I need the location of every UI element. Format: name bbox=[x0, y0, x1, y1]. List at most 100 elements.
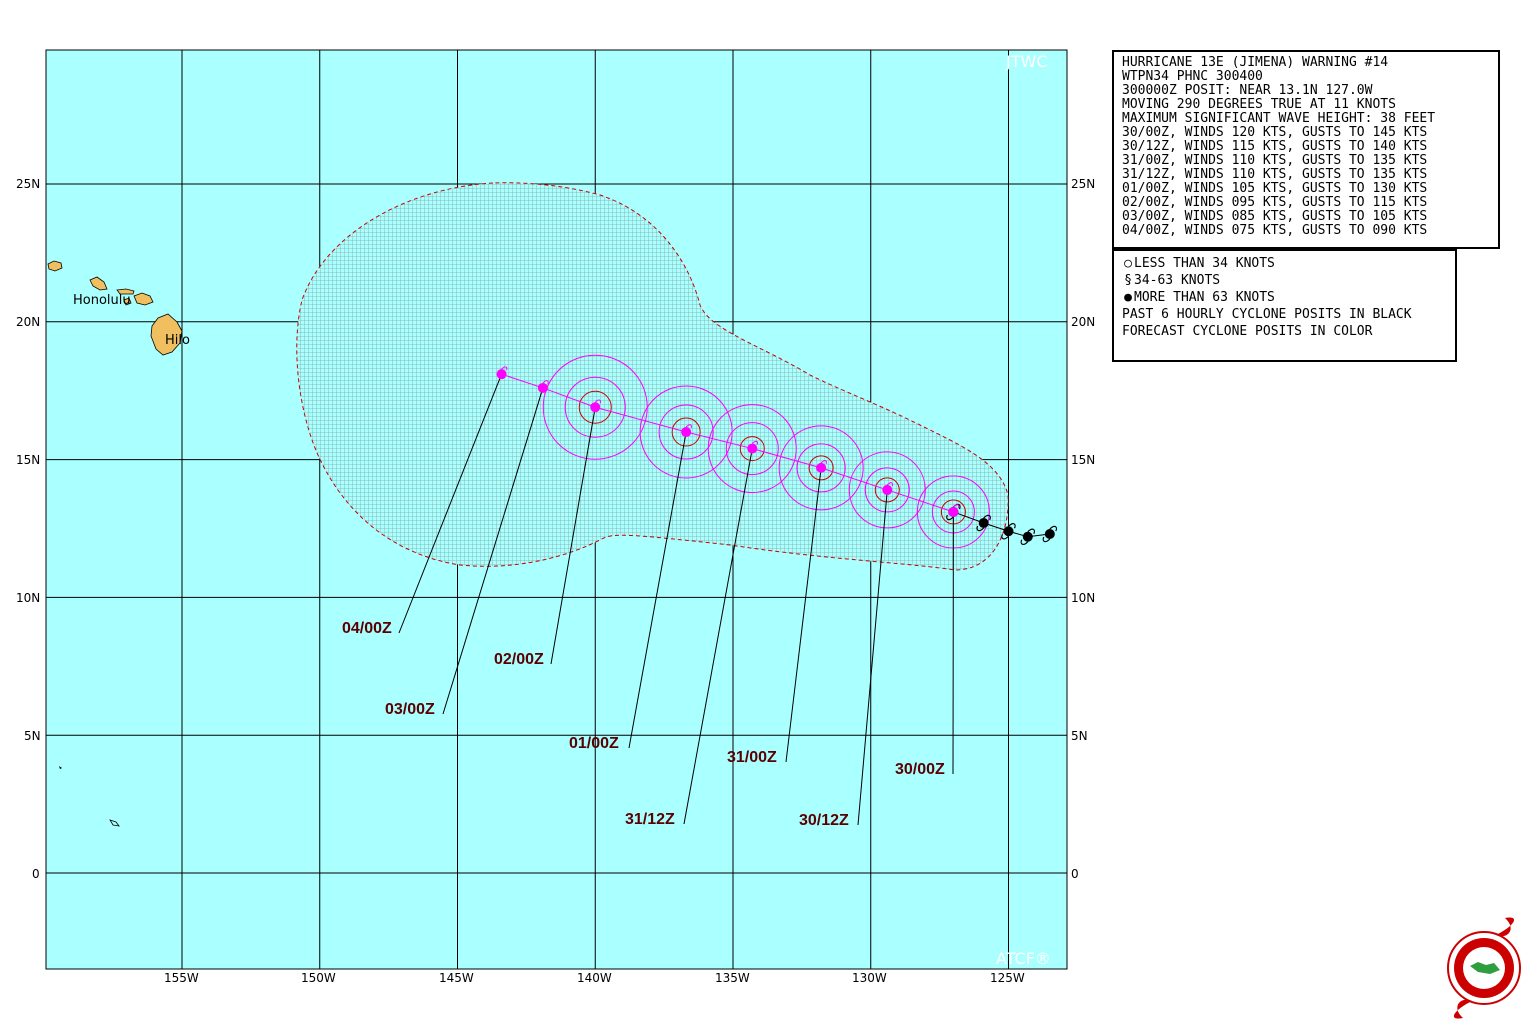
time-label-02-00z: 02/00Z bbox=[494, 651, 544, 668]
warning-line-title: HURRICANE 13E (JIMENA) WARNING #14 bbox=[1122, 55, 1389, 70]
time-label-04-00z: 04/00Z bbox=[342, 620, 392, 637]
past-position-tail bbox=[1027, 528, 1035, 535]
lon-tick-140w: 140W bbox=[577, 971, 612, 985]
forecast-position-tail bbox=[685, 424, 692, 429]
warning-line-31-12z: 31/12Z, WINDS 110 KTS, GUSTS TO 135 KTS bbox=[1122, 167, 1428, 182]
time-label-30-12z: 30/12Z bbox=[799, 812, 849, 829]
forecast-position-marker bbox=[537, 382, 548, 393]
island-kauai bbox=[47, 260, 63, 272]
hawaii-islands bbox=[47, 260, 183, 827]
warning-line-moving: MOVING 290 DEGREES TRUE AT 11 KNOTS bbox=[1122, 97, 1396, 112]
legend-past-note: PAST 6 HOURLY CYCLONE POSITS IN BLACK bbox=[1122, 307, 1412, 322]
lon-tick-145w: 145W bbox=[439, 971, 474, 985]
city-label-honolulu: Honolulu bbox=[73, 293, 131, 308]
lat-tick-labels-left: 25N 20N 15N 10N 5N 0 bbox=[16, 177, 41, 881]
past-position-tail bbox=[1008, 523, 1016, 529]
warning-line-wave: MAXIMUM SIGNIFICANT WAVE HEIGHT: 38 FEET bbox=[1122, 111, 1436, 126]
lat-tick-left-5n: 5N bbox=[24, 729, 41, 743]
lat-tick-left-0: 0 bbox=[32, 867, 40, 881]
leader-line bbox=[683, 448, 753, 825]
jtwc-seal-logo bbox=[1447, 917, 1521, 1019]
past-position-tail bbox=[983, 514, 991, 521]
lon-tick-150w: 150W bbox=[301, 971, 336, 985]
lat-tick-right-10n: 10N bbox=[1071, 591, 1095, 605]
wind-radius-34kt bbox=[778, 425, 864, 511]
forecast-position-marker bbox=[882, 484, 893, 495]
jtwc-corner-label: JTWC bbox=[1005, 52, 1047, 71]
warning-line-30-00z: 30/00Z, WINDS 120 KTS, GUSTS TO 145 KTS bbox=[1122, 125, 1428, 140]
warning-line-01-00z: 01/00Z, WINDS 105 KTS, GUSTS TO 130 KTS bbox=[1122, 181, 1428, 196]
forecast-position-marker bbox=[681, 427, 692, 438]
forecast-position-tail bbox=[594, 399, 601, 404]
warning-line-header: WTPN34 PHNC 300400 bbox=[1122, 69, 1263, 84]
lat-tick-right-0: 0 bbox=[1071, 867, 1079, 881]
forecast-position-tail bbox=[542, 380, 549, 385]
time-label-31-12z: 31/12Z bbox=[625, 811, 675, 828]
past-position-tail bbox=[976, 525, 985, 532]
wind-radius-50kt bbox=[864, 467, 910, 513]
lat-tick-left-25n: 25N bbox=[16, 177, 40, 191]
warning-line-31-00z: 31/00Z, WINDS 110 KTS, GUSTS TO 135 KTS bbox=[1122, 153, 1428, 168]
legend-label-more-63: MORE THAN 63 KNOTS bbox=[1134, 290, 1275, 305]
wind-radius-34kt bbox=[542, 354, 648, 460]
time-label-31-00z: 31/00Z bbox=[727, 749, 777, 766]
time-label-01-00z: 01/00Z bbox=[569, 735, 619, 752]
time-label-30-00z: 30/00Z bbox=[895, 761, 945, 778]
leader-lines bbox=[398, 373, 954, 826]
forecast-position-tail bbox=[751, 440, 759, 445]
forecast-position-marker bbox=[948, 506, 959, 517]
tropical-storm-icon: § bbox=[1124, 273, 1132, 288]
lat-tick-labels-right: 25N 20N 15N 10N 5N 0 bbox=[1071, 177, 1095, 881]
atoll-marker-2 bbox=[109, 819, 120, 827]
leader-line bbox=[785, 467, 822, 763]
leader-line bbox=[857, 489, 888, 826]
lon-tick-135w: 135W bbox=[715, 971, 750, 985]
legend-forecast-note: FORECAST CYCLONE POSITS IN COLOR bbox=[1122, 324, 1373, 339]
legend-row-less-34: ○ LESS THAN 34 KNOTS bbox=[1122, 255, 1455, 272]
lat-tick-left-10n: 10N bbox=[16, 591, 40, 605]
wind-radius-34kt bbox=[639, 385, 733, 479]
island-maui bbox=[133, 292, 154, 306]
lat-tick-left-15n: 15N bbox=[16, 453, 40, 467]
leader-line bbox=[628, 431, 687, 749]
forecast-positions bbox=[496, 366, 960, 517]
forecast-track-line bbox=[501, 373, 954, 513]
warning-line-03-00z: 03/00Z, WINDS 085 KTS, GUSTS TO 105 KTS bbox=[1122, 209, 1428, 224]
lon-tick-labels: 155W 150W 145W 140W 135W 130W 125W bbox=[164, 971, 1025, 985]
past-position-marker bbox=[978, 517, 989, 528]
warning-line-04-00z: 04/00Z, WINDS 075 KTS, GUSTS TO 090 KTS bbox=[1122, 223, 1428, 238]
forecast-position-marker bbox=[816, 462, 827, 473]
lat-tick-right-20n: 20N bbox=[1071, 315, 1095, 329]
past-position-tail bbox=[1042, 536, 1051, 543]
city-label-hilo: Hilo bbox=[165, 333, 190, 348]
island-molokai bbox=[116, 288, 135, 295]
forecast-position-marker bbox=[590, 402, 601, 413]
leader-line bbox=[550, 407, 596, 665]
wind-radius-64kt bbox=[808, 455, 834, 481]
wind-radius-64kt bbox=[671, 417, 701, 447]
island-oahu bbox=[89, 276, 108, 291]
wind-radius-64kt bbox=[578, 390, 612, 424]
lat-tick-right-25n: 25N bbox=[1071, 177, 1095, 191]
leader-line bbox=[442, 387, 544, 715]
forecast-position-tail bbox=[820, 460, 827, 465]
past-position-tail bbox=[1001, 533, 1009, 540]
forecast-position-tail bbox=[886, 482, 894, 487]
forecast-position-tail bbox=[953, 504, 960, 509]
legend-box: ○ LESS THAN 34 KNOTS § 34-63 KNOTS ● MORE T… bbox=[1112, 249, 1457, 362]
wind-radius-50kt bbox=[725, 422, 779, 476]
lat-tick-right-15n: 15N bbox=[1071, 453, 1095, 467]
warning-line-posit: 300000Z POSIT: NEAR 13.1N 127.0W bbox=[1122, 83, 1373, 98]
time-label-03-00z: 03/00Z bbox=[385, 701, 435, 718]
past-position-marker bbox=[1044, 529, 1055, 540]
wind-radius-34kt bbox=[707, 404, 797, 494]
danger-area bbox=[296, 182, 1009, 571]
warning-line-30-12z: 30/12Z, WINDS 115 KTS, GUSTS TO 140 KTS bbox=[1122, 139, 1428, 154]
past-position-marker bbox=[1003, 526, 1014, 537]
wind-radius-34kt bbox=[848, 451, 926, 529]
lon-tick-125w: 125W bbox=[990, 971, 1025, 985]
wind-radius-50kt bbox=[658, 404, 714, 460]
legend-row-34-63: § 34-63 KNOTS bbox=[1122, 272, 1455, 289]
leader-line bbox=[398, 373, 503, 634]
